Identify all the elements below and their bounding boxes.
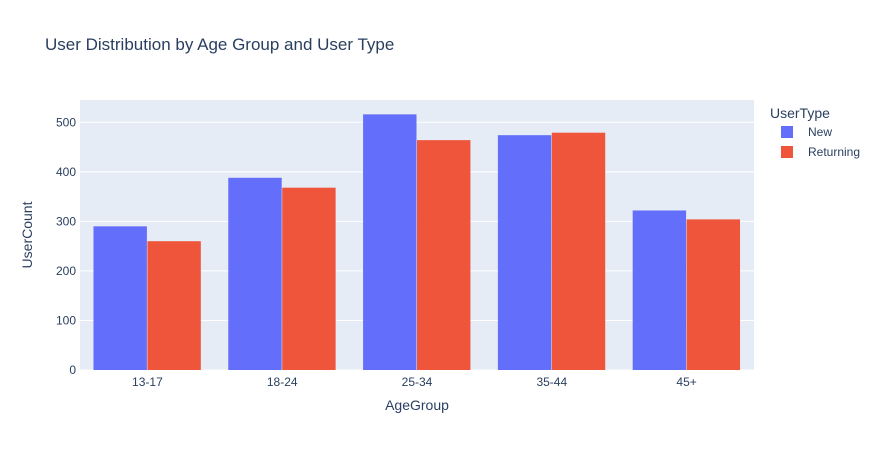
legend-title: UserType — [770, 105, 830, 121]
legend-label: Returning — [808, 145, 860, 159]
legend[interactable]: UserType New Returning — [770, 105, 860, 159]
legend-items[interactable]: New Returning — [781, 125, 860, 159]
bar-returning-45+[interactable] — [686, 219, 741, 370]
bar-new-45+[interactable] — [632, 210, 687, 370]
bar-new-25-34[interactable] — [363, 114, 417, 370]
x-tick-label: 25-34 — [402, 375, 433, 389]
y-tick-label: 100 — [56, 313, 76, 327]
y-tick-label: 500 — [56, 115, 76, 129]
x-tick-label: 45+ — [676, 375, 696, 389]
x-tick-label: 18-24 — [267, 375, 298, 389]
legend-item-returning[interactable]: Returning — [781, 145, 860, 159]
legend-swatch — [781, 126, 793, 138]
bars — [93, 114, 741, 370]
x-axis-title: AgeGroup — [385, 397, 449, 413]
chart-title: User Distribution by Age Group and User … — [45, 35, 394, 54]
bar-returning-25-34[interactable] — [417, 140, 471, 370]
bar-returning-13-17[interactable] — [147, 241, 201, 370]
y-tick-label: 300 — [56, 214, 76, 228]
bar-new-13-17[interactable] — [93, 226, 147, 370]
bar-returning-18-24[interactable] — [282, 187, 336, 370]
bar-new-18-24[interactable] — [228, 177, 282, 370]
y-tick-label: 400 — [56, 165, 76, 179]
x-axis-ticks: 13-17 18-24 25-34 35-44 45+ — [132, 375, 697, 389]
bar-new-35-44[interactable] — [497, 135, 552, 370]
legend-label: New — [808, 125, 832, 139]
x-tick-label: 13-17 — [132, 375, 163, 389]
bar-returning-35-44[interactable] — [551, 132, 606, 370]
y-tick-label: 200 — [56, 264, 76, 278]
y-axis-ticks: 0 100 200 300 400 500 — [56, 115, 76, 377]
legend-item-new[interactable]: New — [781, 125, 832, 139]
x-tick-label: 35-44 — [536, 375, 567, 389]
y-tick-label: 0 — [69, 363, 76, 377]
y-axis-title: UserCount — [19, 201, 35, 268]
legend-swatch — [781, 146, 793, 158]
